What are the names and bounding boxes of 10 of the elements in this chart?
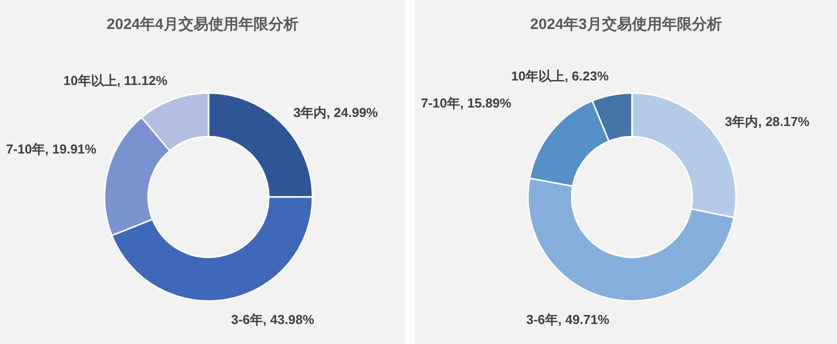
slice-label: 3-6年, 49.71% bbox=[526, 312, 610, 327]
chart-title: 2024年4月交易使用年限分析 bbox=[106, 15, 298, 33]
slice-label: 3-6年, 43.98% bbox=[231, 312, 315, 327]
slice-label: 10年以上, 11.12% bbox=[63, 73, 168, 88]
slice-label: 3年内, 24.99% bbox=[293, 105, 378, 120]
slice-label: 3年内, 28.17% bbox=[724, 114, 810, 130]
slice-label: 7-10年, 19.91% bbox=[6, 142, 97, 157]
slice-label: 10年以上, 6.23% bbox=[511, 68, 610, 84]
slice-label: 7-10年, 15.89% bbox=[421, 96, 512, 111]
chart-title: 2024年3月交易使用年限分析 bbox=[530, 15, 722, 33]
